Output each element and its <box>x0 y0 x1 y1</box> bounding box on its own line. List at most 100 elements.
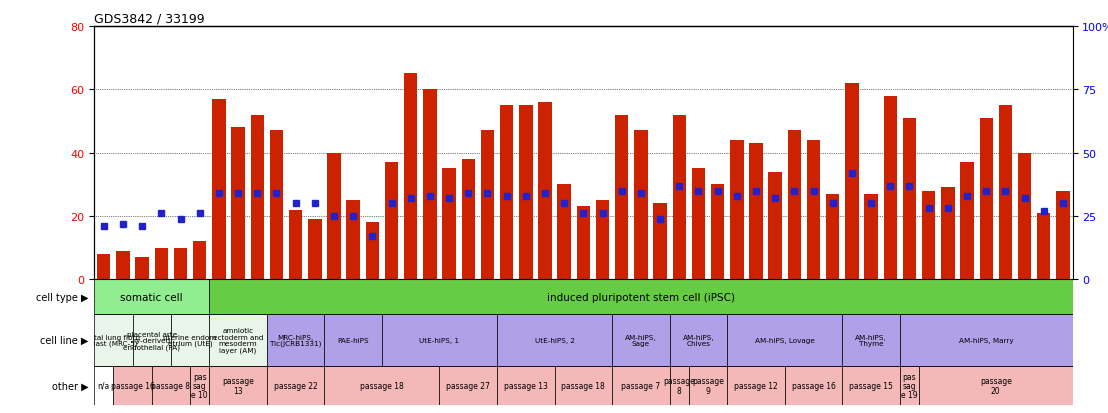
Bar <box>689 366 727 405</box>
Text: passage 16: passage 16 <box>111 381 154 390</box>
Bar <box>827 195 840 280</box>
Text: UtE-hiPS, 2: UtE-hiPS, 2 <box>534 337 575 343</box>
Bar <box>384 163 398 280</box>
Bar <box>922 191 935 280</box>
Bar <box>347 201 360 280</box>
Bar <box>232 128 245 280</box>
Bar <box>538 103 552 280</box>
Bar <box>711 185 725 280</box>
Bar <box>325 366 440 405</box>
Bar <box>308 220 321 280</box>
Text: fetal lung fibro
blast (MRC-5): fetal lung fibro blast (MRC-5) <box>86 334 140 347</box>
Bar <box>769 172 782 280</box>
Text: pas
sag
e 19: pas sag e 19 <box>901 372 917 399</box>
Bar <box>462 159 475 280</box>
Bar <box>845 84 859 280</box>
Text: AM-hiPS, Marry: AM-hiPS, Marry <box>958 337 1014 343</box>
Text: PAE-hiPS: PAE-hiPS <box>337 337 369 343</box>
Bar <box>481 131 494 280</box>
Bar <box>596 201 609 280</box>
Bar <box>135 258 148 280</box>
Text: AM-hiPS,
Thyme: AM-hiPS, Thyme <box>855 334 886 347</box>
Text: passage 7: passage 7 <box>622 381 660 390</box>
Bar <box>673 115 686 280</box>
Text: passage 13: passage 13 <box>504 381 547 390</box>
Bar <box>212 100 226 280</box>
Bar <box>193 242 206 280</box>
Bar <box>94 366 113 405</box>
Bar <box>519 106 533 280</box>
Bar <box>634 131 648 280</box>
Bar <box>116 251 130 280</box>
Bar <box>442 169 455 280</box>
Bar <box>440 366 497 405</box>
Bar <box>555 366 612 405</box>
Bar <box>209 280 1073 314</box>
Bar <box>171 314 209 366</box>
Text: passage 16: passage 16 <box>791 381 835 390</box>
Bar <box>191 366 209 405</box>
Bar <box>1018 153 1032 280</box>
Bar <box>500 106 513 280</box>
Bar <box>669 314 727 366</box>
Bar <box>404 74 418 280</box>
Bar <box>864 195 878 280</box>
Bar <box>784 366 842 405</box>
Bar <box>842 314 900 366</box>
Bar <box>669 366 689 405</box>
Bar <box>612 314 669 366</box>
Bar <box>941 188 955 280</box>
Text: passage 18: passage 18 <box>562 381 605 390</box>
Bar <box>382 314 497 366</box>
Bar <box>133 314 171 366</box>
Bar <box>209 314 267 366</box>
Bar <box>250 115 264 280</box>
Bar <box>327 153 340 280</box>
Text: amniotic
ectoderm and
mesoderm
layer (AM): amniotic ectoderm and mesoderm layer (AM… <box>213 328 264 353</box>
Text: passage 18: passage 18 <box>360 381 403 390</box>
Text: placental arte
ry-derived
endothelial (PA): placental arte ry-derived endothelial (P… <box>123 331 181 350</box>
Text: passage 22: passage 22 <box>274 381 318 390</box>
Bar <box>979 119 993 280</box>
Text: passage
13: passage 13 <box>222 376 254 394</box>
Bar <box>615 115 628 280</box>
Bar <box>557 185 571 280</box>
Bar <box>576 207 591 280</box>
Bar <box>612 366 669 405</box>
Text: passage
20: passage 20 <box>979 376 1012 394</box>
Bar <box>155 248 168 280</box>
Bar <box>325 314 382 366</box>
Text: AM-hiPS,
Chives: AM-hiPS, Chives <box>683 334 715 347</box>
Text: passage
8: passage 8 <box>664 376 695 394</box>
Text: pas
sag
e 10: pas sag e 10 <box>192 372 208 399</box>
Text: n/a: n/a <box>98 381 110 390</box>
Text: UtE-hiPS, 1: UtE-hiPS, 1 <box>420 337 460 343</box>
Text: uterine endom
etrium (UtE): uterine endom etrium (UtE) <box>164 334 217 347</box>
Bar <box>919 366 1073 405</box>
Bar <box>900 314 1073 366</box>
Bar <box>269 131 284 280</box>
Bar <box>788 131 801 280</box>
Text: passage 15: passage 15 <box>849 381 893 390</box>
Text: MRC-hiPS,
Tic(JCRB1331): MRC-hiPS, Tic(JCRB1331) <box>270 334 321 347</box>
Text: other ▶: other ▶ <box>52 380 89 390</box>
Bar <box>654 204 667 280</box>
Bar <box>727 314 842 366</box>
Bar <box>727 366 784 405</box>
Text: AM-hiPS, Lovage: AM-hiPS, Lovage <box>755 337 814 343</box>
Text: cell type ▶: cell type ▶ <box>37 292 89 302</box>
Bar <box>961 163 974 280</box>
Text: induced pluripotent stem cell (iPSC): induced pluripotent stem cell (iPSC) <box>547 292 735 302</box>
Text: AM-hiPS,
Sage: AM-hiPS, Sage <box>625 334 657 347</box>
Bar <box>730 140 743 280</box>
Bar <box>497 314 612 366</box>
Bar <box>94 280 209 314</box>
Bar <box>998 106 1012 280</box>
Bar <box>497 366 555 405</box>
Bar <box>883 96 897 280</box>
Bar <box>903 119 916 280</box>
Bar <box>366 223 379 280</box>
Bar <box>94 314 133 366</box>
Bar <box>749 144 762 280</box>
Text: GDS3842 / 33199: GDS3842 / 33199 <box>94 13 205 26</box>
